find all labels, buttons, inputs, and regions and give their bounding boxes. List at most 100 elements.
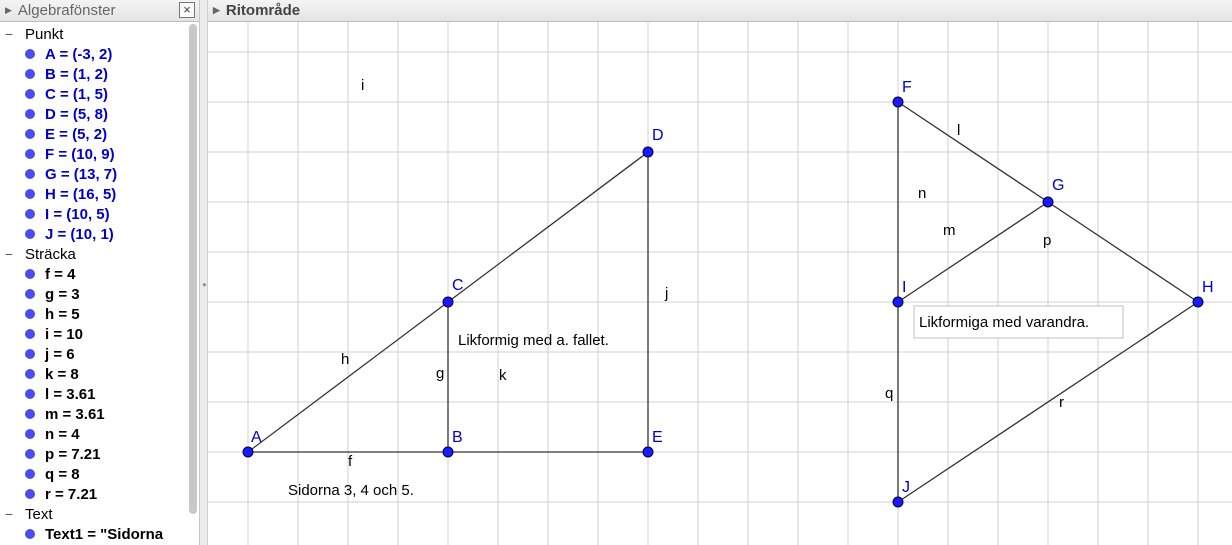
algebra-item[interactable]: g = 3 <box>0 284 185 304</box>
category-row[interactable]: − Punkt <box>0 24 185 44</box>
algebra-item[interactable]: n = 4 <box>0 424 185 444</box>
splitter-grip-icon[interactable]: ● <box>202 280 207 289</box>
algebra-item[interactable]: q = 8 <box>0 464 185 484</box>
algebra-item[interactable]: h = 5 <box>0 304 185 324</box>
collapse-triangle-icon[interactable]: ▶ <box>5 5 12 15</box>
collapse-triangle-icon[interactable]: ▶ <box>213 5 220 15</box>
algebra-item[interactable]: l = 3.61 <box>0 384 185 404</box>
point-D[interactable] <box>642 146 654 158</box>
graphics-panel[interactable]: ▶ Ritområde f g h i j k l m n p q r A B C D E F G H I J Sidorn… <box>208 0 1232 545</box>
point-label: F <box>902 79 912 96</box>
algebra-item[interactable]: r = 7.21 <box>0 484 185 504</box>
algebra-item[interactable]: f = 4 <box>0 264 185 284</box>
collapse-minus-icon[interactable]: − <box>4 246 14 262</box>
visibility-dot-icon[interactable] <box>25 469 35 479</box>
segment-label: q <box>885 385 893 402</box>
segment-i[interactable] <box>447 151 649 303</box>
algebra-item-text: p = 7.21 <box>45 445 101 463</box>
visibility-dot-icon[interactable] <box>25 189 35 199</box>
algebra-item[interactable]: J = (10, 1) <box>0 224 185 244</box>
segment-label: k <box>499 367 507 384</box>
algebra-item-text: i = 10 <box>45 325 83 343</box>
visibility-dot-icon[interactable] <box>25 209 35 219</box>
visibility-dot-icon[interactable] <box>25 229 35 239</box>
algebra-tree: − Punkt A = (-3, 2) B = (1, 2) C = (1, 5) D =… <box>0 24 185 544</box>
category-label: Punkt <box>25 25 64 43</box>
algebra-item[interactable]: F = (10, 9) <box>0 144 185 164</box>
point-label: D <box>652 127 664 144</box>
point-C[interactable] <box>442 296 454 308</box>
visibility-dot-icon[interactable] <box>25 489 35 499</box>
segment-r[interactable] <box>897 301 1199 503</box>
segment-m[interactable] <box>897 201 1049 303</box>
point-F[interactable] <box>892 96 904 108</box>
scrollbar-thumb[interactable] <box>189 24 197 514</box>
visibility-dot-icon[interactable] <box>25 129 35 139</box>
algebra-item[interactable]: D = (5, 8) <box>0 104 185 124</box>
algebra-item-text: C = (1, 5) <box>45 85 108 103</box>
visibility-dot-icon[interactable] <box>25 269 35 279</box>
visibility-dot-icon[interactable] <box>25 409 35 419</box>
visibility-dot-icon[interactable] <box>25 149 35 159</box>
algebra-item[interactable]: I = (10, 5) <box>0 204 185 224</box>
algebra-item-text: E = (5, 2) <box>45 125 108 143</box>
segment-label: l <box>957 122 960 139</box>
category-row[interactable]: − Sträcka <box>0 244 185 264</box>
algebra-scrollbar[interactable] <box>189 24 197 545</box>
visibility-dot-icon[interactable] <box>25 449 35 459</box>
segment-label: j <box>664 285 668 302</box>
segment-label: n <box>918 185 926 202</box>
visibility-dot-icon[interactable] <box>25 369 35 379</box>
visibility-dot-icon[interactable] <box>25 529 35 539</box>
segment-h[interactable] <box>247 301 449 453</box>
graphics-title: Ritområde <box>225 2 301 19</box>
segment-l[interactable] <box>897 101 1049 203</box>
close-icon[interactable]: × <box>179 2 195 18</box>
algebra-item[interactable]: E = (5, 2) <box>0 124 185 144</box>
point-G[interactable] <box>1042 196 1054 208</box>
segment-label: h <box>341 351 349 368</box>
panel-splitter[interactable]: ● <box>200 0 208 545</box>
collapse-minus-icon[interactable]: − <box>4 506 14 522</box>
drawing-canvas[interactable]: f g h i j k l m n p q r A B C D E F G H I J Sidorna 3, 4 och 5… <box>208 22 1232 545</box>
visibility-dot-icon[interactable] <box>25 309 35 319</box>
visibility-dot-icon[interactable] <box>25 109 35 119</box>
visibility-dot-icon[interactable] <box>25 349 35 359</box>
visibility-dot-icon[interactable] <box>25 89 35 99</box>
segment-p[interactable] <box>1047 201 1199 303</box>
collapse-minus-icon[interactable]: − <box>4 26 14 42</box>
visibility-dot-icon[interactable] <box>25 429 35 439</box>
algebra-item[interactable]: k = 8 <box>0 364 185 384</box>
algebra-item-text: r = 7.21 <box>45 485 98 503</box>
algebra-item-text: f = 4 <box>45 265 76 283</box>
visibility-dot-icon[interactable] <box>25 49 35 59</box>
text-likformig[interactable]: Likformig med a. fallet. <box>458 332 609 349</box>
algebra-item[interactable]: G = (13, 7) <box>0 164 185 184</box>
point-E[interactable] <box>642 446 654 458</box>
algebra-item[interactable]: j = 6 <box>0 344 185 364</box>
algebra-item[interactable]: i = 10 <box>0 324 185 344</box>
segment-label: r <box>1059 394 1064 411</box>
algebra-item-text: Text1 = "Sidorna <box>45 525 164 543</box>
algebra-item[interactable]: H = (16, 5) <box>0 184 185 204</box>
text-likformiga[interactable]: Likformiga med varandra. <box>919 314 1089 331</box>
point-B[interactable] <box>442 446 454 458</box>
algebra-item[interactable]: m = 3.61 <box>0 404 185 424</box>
algebra-item[interactable]: A = (-3, 2) <box>0 44 185 64</box>
algebra-item[interactable]: Text1 = "Sidorna <box>0 524 185 544</box>
text-sidorna[interactable]: Sidorna 3, 4 och 5. <box>288 482 414 499</box>
algebra-item[interactable]: C = (1, 5) <box>0 84 185 104</box>
visibility-dot-icon[interactable] <box>25 69 35 79</box>
point-I[interactable] <box>892 296 904 308</box>
point-J[interactable] <box>892 496 904 508</box>
algebra-item[interactable]: p = 7.21 <box>0 444 185 464</box>
visibility-dot-icon[interactable] <box>25 329 35 339</box>
point-H[interactable] <box>1192 296 1204 308</box>
category-row[interactable]: − Text <box>0 504 185 524</box>
visibility-dot-icon[interactable] <box>25 289 35 299</box>
visibility-dot-icon[interactable] <box>25 169 35 179</box>
point-A[interactable] <box>242 446 254 458</box>
visibility-dot-icon[interactable] <box>25 389 35 399</box>
algebra-item-text: H = (16, 5) <box>45 185 117 203</box>
algebra-item[interactable]: B = (1, 2) <box>0 64 185 84</box>
